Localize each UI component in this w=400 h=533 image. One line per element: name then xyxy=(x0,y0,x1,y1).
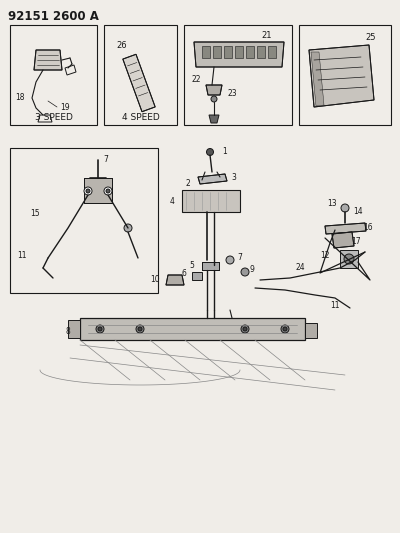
Polygon shape xyxy=(325,223,366,234)
Circle shape xyxy=(86,189,90,193)
Bar xyxy=(224,46,232,58)
Bar xyxy=(213,46,221,58)
Polygon shape xyxy=(34,50,62,70)
Text: 14: 14 xyxy=(353,206,363,215)
Text: 24: 24 xyxy=(295,263,305,272)
Circle shape xyxy=(211,96,217,102)
Polygon shape xyxy=(332,232,354,248)
Text: 6: 6 xyxy=(182,270,186,279)
Bar xyxy=(10,148,158,293)
Polygon shape xyxy=(309,45,374,107)
Bar xyxy=(80,318,305,340)
Bar xyxy=(246,46,254,58)
Circle shape xyxy=(226,256,234,264)
Polygon shape xyxy=(311,52,324,106)
Circle shape xyxy=(341,204,349,212)
Text: 3 SPEED: 3 SPEED xyxy=(34,114,72,123)
Polygon shape xyxy=(84,178,112,203)
Text: 11: 11 xyxy=(17,252,27,261)
Circle shape xyxy=(98,327,102,331)
Text: 4 SPEED: 4 SPEED xyxy=(122,114,159,123)
Bar xyxy=(299,25,391,125)
Text: 2: 2 xyxy=(186,179,190,188)
Text: 12: 12 xyxy=(320,251,330,260)
Circle shape xyxy=(106,189,110,193)
Bar xyxy=(184,25,292,125)
Text: 92151 2600 A: 92151 2600 A xyxy=(8,10,99,23)
Text: 23: 23 xyxy=(227,88,237,98)
Circle shape xyxy=(104,187,112,195)
Circle shape xyxy=(84,187,92,195)
Text: 15: 15 xyxy=(30,208,40,217)
Circle shape xyxy=(206,149,214,156)
Polygon shape xyxy=(202,262,219,270)
Polygon shape xyxy=(192,272,202,280)
Text: 7: 7 xyxy=(104,156,108,165)
Bar xyxy=(268,46,276,58)
Polygon shape xyxy=(209,115,219,123)
Bar xyxy=(182,190,240,212)
Polygon shape xyxy=(68,320,80,338)
Text: 19: 19 xyxy=(60,102,70,111)
Text: 7: 7 xyxy=(238,254,242,262)
Text: 17: 17 xyxy=(351,238,361,246)
Text: 3: 3 xyxy=(232,174,236,182)
Circle shape xyxy=(124,224,132,232)
Text: 26: 26 xyxy=(117,41,127,50)
Text: 8: 8 xyxy=(65,327,70,336)
Circle shape xyxy=(241,268,249,276)
Text: 9: 9 xyxy=(250,265,254,274)
Text: 5: 5 xyxy=(190,261,194,270)
Text: 22: 22 xyxy=(191,76,201,85)
Bar xyxy=(235,46,243,58)
Circle shape xyxy=(96,325,104,333)
Circle shape xyxy=(241,325,249,333)
Circle shape xyxy=(243,327,247,331)
Circle shape xyxy=(281,325,289,333)
Text: 4: 4 xyxy=(170,197,174,206)
Text: 18: 18 xyxy=(15,93,25,101)
Text: 11: 11 xyxy=(330,301,340,310)
Polygon shape xyxy=(305,323,317,338)
Bar xyxy=(257,46,265,58)
Polygon shape xyxy=(166,275,184,285)
Text: 21: 21 xyxy=(262,30,272,39)
Polygon shape xyxy=(194,42,284,67)
Circle shape xyxy=(138,327,142,331)
Circle shape xyxy=(283,327,287,331)
Text: 13: 13 xyxy=(327,198,337,207)
Bar xyxy=(10,25,97,125)
Bar xyxy=(104,25,177,125)
Polygon shape xyxy=(198,174,227,184)
Bar xyxy=(202,46,210,58)
Text: 25: 25 xyxy=(366,33,376,42)
Polygon shape xyxy=(340,250,358,268)
Text: 1: 1 xyxy=(222,148,227,157)
Circle shape xyxy=(344,254,354,264)
Text: 16: 16 xyxy=(363,222,373,231)
Text: 10: 10 xyxy=(150,276,160,285)
Polygon shape xyxy=(206,85,222,95)
Circle shape xyxy=(136,325,144,333)
Polygon shape xyxy=(123,54,155,112)
